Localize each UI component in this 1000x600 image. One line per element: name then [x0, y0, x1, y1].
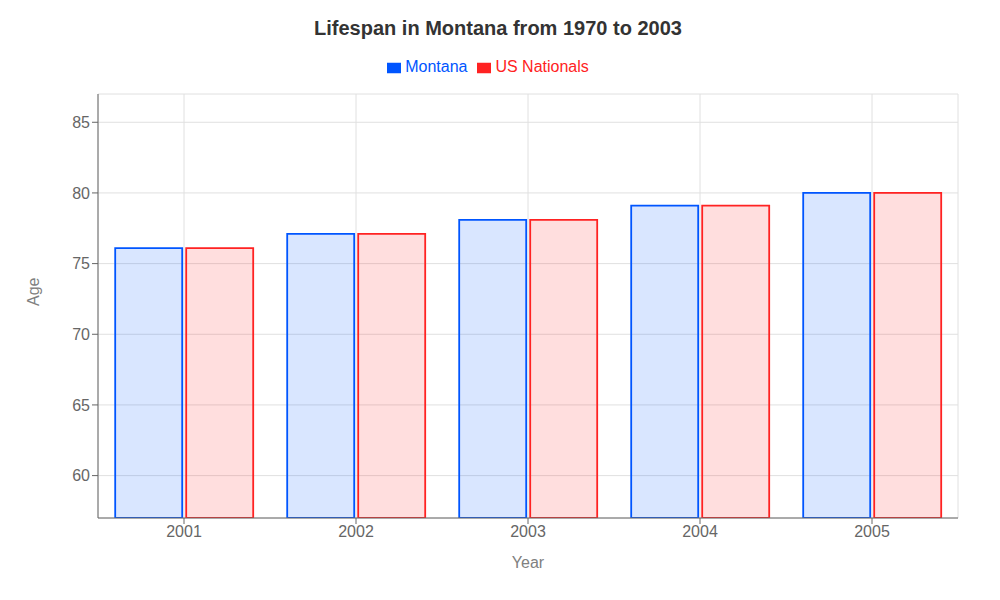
- svg-text:2002: 2002: [338, 523, 374, 540]
- html-text:Montana: Montana: [405, 58, 468, 75]
- svg-text:75: 75: [72, 255, 90, 272]
- svg-text:2004: 2004: [682, 523, 718, 540]
- svg-text:80: 80: [72, 185, 90, 202]
- svg-text:2005: 2005: [854, 523, 890, 540]
- svg-text:2003: 2003: [510, 523, 546, 540]
- svg-text:85: 85: [72, 114, 90, 131]
- svg-text:2001: 2001: [166, 523, 202, 540]
- svg-text:70: 70: [72, 326, 90, 343]
- svg-text:Age: Age: [25, 277, 42, 306]
- html-text:US Nationals: US Nationals: [495, 58, 589, 75]
- svg-text:Year: Year: [512, 554, 545, 571]
- svg-text:65: 65: [72, 397, 90, 414]
- svg-text:60: 60: [72, 467, 90, 484]
- html-text:Lifespan in Montana from 1970: Lifespan in Montana from 1970 to 2003: [314, 17, 682, 39]
